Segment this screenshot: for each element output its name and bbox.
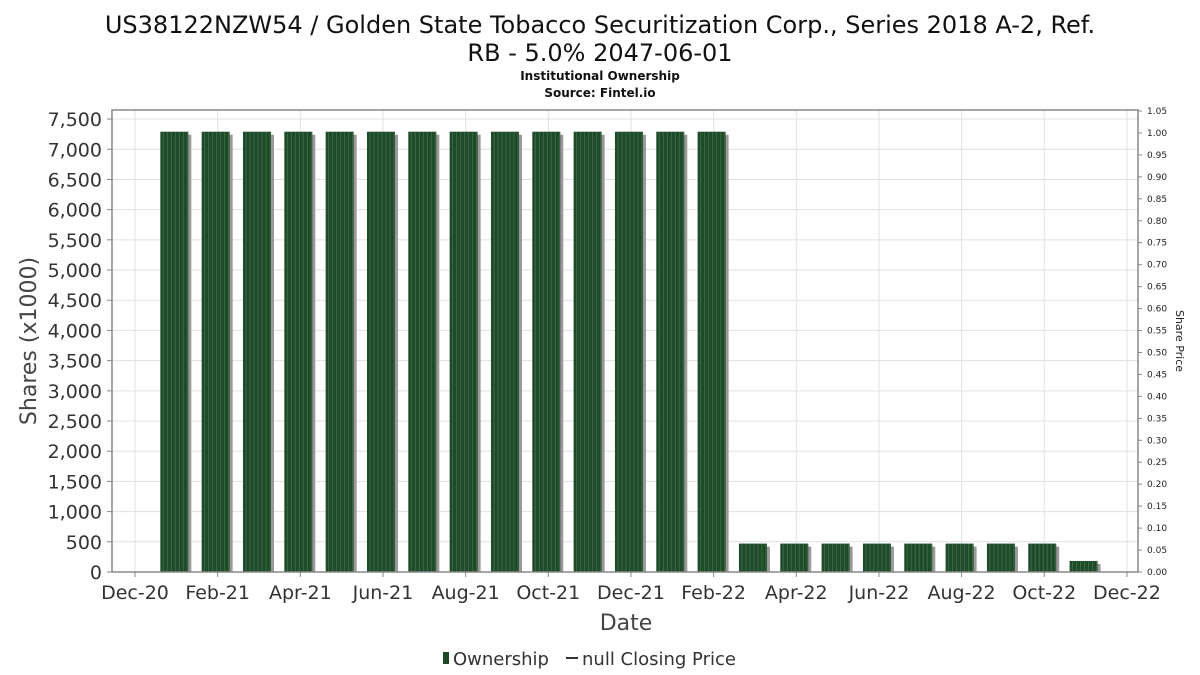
ownership-bar — [697, 131, 726, 572]
ownership-bar — [945, 543, 974, 572]
y-axis-label: Shares (x1000) — [17, 257, 42, 425]
y2-tick-label: 1.05 — [1147, 107, 1167, 117]
y-tick-label: 7,000 — [48, 139, 102, 161]
y2-tick-label: 0.30 — [1147, 436, 1167, 446]
ownership-bar — [490, 131, 519, 572]
y-tick-label: 5,000 — [48, 260, 102, 282]
y-tick-label: 4,500 — [48, 290, 102, 312]
chart-source: Source: Fintel.io — [544, 86, 655, 100]
ownership-bar — [366, 131, 395, 572]
x-tick-label: Dec-22 — [1093, 582, 1161, 604]
x-tick-label: Feb-22 — [681, 582, 746, 604]
ownership-bar — [904, 543, 933, 572]
ownership-bar — [160, 131, 189, 572]
x-tick-label: Jun-22 — [848, 582, 910, 604]
y-tick-label: 1,000 — [48, 502, 102, 524]
x-tick-label: Feb-21 — [185, 582, 250, 604]
y-tick-label: 6,000 — [48, 200, 102, 222]
y2-tick-label: 0.50 — [1147, 348, 1167, 358]
chart-title-line-2: RB - 5.0% 2047-06-01 — [467, 39, 732, 67]
y2-tick-label: 0.95 — [1147, 151, 1167, 161]
x-tick-label: Jun-21 — [352, 582, 414, 604]
legend-price-label: null Closing Price — [582, 649, 736, 670]
y2-tick-label: 0.35 — [1147, 414, 1167, 424]
chart-subtitle: Institutional Ownership — [520, 69, 680, 83]
y-tick-label: 5,500 — [48, 230, 102, 252]
ownership-bar — [242, 131, 271, 572]
ownership-bar — [201, 131, 230, 572]
ownership-bar — [1028, 543, 1057, 572]
y2-tick-label: 0.40 — [1147, 392, 1167, 402]
ownership-bar — [573, 131, 602, 572]
ownership-bar — [738, 543, 767, 572]
y2-tick-label: 0.15 — [1147, 502, 1167, 512]
y2-tick-label: 0.85 — [1147, 195, 1167, 205]
y2-tick-label: 0.80 — [1147, 217, 1167, 227]
ownership-bar — [986, 543, 1015, 572]
x-tick-label: Oct-21 — [516, 582, 580, 604]
y2-tick-label: 0.60 — [1147, 305, 1167, 315]
y2-tick-label: 0.75 — [1147, 239, 1167, 249]
y2-tick-label: 0.70 — [1147, 261, 1167, 271]
x-tick-label: Dec-21 — [597, 582, 665, 604]
ownership-bar — [325, 131, 354, 572]
y-tick-label: 7,500 — [48, 109, 102, 131]
legend-ownership-swatch — [443, 652, 449, 664]
x-tick-label: Aug-21 — [432, 582, 500, 604]
y2-tick-label: 0.65 — [1147, 283, 1167, 293]
y-tick-label: 500 — [66, 532, 102, 554]
y-tick-label: 4,000 — [48, 320, 102, 342]
y2-tick-label: 0.05 — [1147, 546, 1167, 556]
y2-axis-label: Share Price — [1173, 310, 1186, 372]
y2-tick-label: 1.00 — [1147, 129, 1167, 139]
x-tick-label: Aug-22 — [928, 582, 996, 604]
chart-title-line-1: US38122NZW54 / Golden State Tobacco Secu… — [105, 11, 1095, 39]
y-tick-label: 3,500 — [48, 351, 102, 373]
ownership-bar — [821, 543, 850, 572]
x-tick-label: Oct-22 — [1012, 582, 1076, 604]
y2-tick-label: 0.00 — [1147, 568, 1167, 578]
ownership-bar — [532, 131, 561, 572]
y-tick-label: 0 — [90, 562, 102, 584]
legend-ownership-label: Ownership — [453, 649, 549, 670]
legend: Ownership null Closing Price — [443, 649, 736, 670]
ownership-bar — [614, 131, 643, 572]
y2-tick-label: 0.55 — [1147, 327, 1167, 337]
ownership-bar — [449, 131, 478, 572]
x-axis-label: Date — [600, 611, 653, 636]
y-tick-label: 3,000 — [48, 381, 102, 403]
x-tick-label: Apr-22 — [765, 582, 828, 604]
y-tick-label: 1,500 — [48, 471, 102, 493]
ownership-bar — [1069, 560, 1098, 572]
ownership-bar — [408, 131, 437, 572]
ownership-bar — [284, 131, 313, 572]
y-tick-label: 2,500 — [48, 411, 102, 433]
y2-tick-label: 0.10 — [1147, 524, 1167, 534]
plot-area-border — [111, 109, 1139, 573]
y-tick-label: 2,000 — [48, 441, 102, 463]
y2-tick-label: 0.25 — [1147, 458, 1167, 468]
ownership-bar — [656, 131, 685, 572]
ownership-bar — [862, 543, 891, 572]
y2-tick-label: 0.90 — [1147, 173, 1167, 183]
y2-tick-label: 0.20 — [1147, 480, 1167, 490]
x-tick-label: Dec-20 — [101, 582, 169, 604]
y-tick-label: 6,500 — [48, 169, 102, 191]
ownership-bar — [780, 543, 809, 572]
y2-tick-label: 0.45 — [1147, 370, 1167, 380]
x-tick-label: Apr-21 — [269, 582, 332, 604]
